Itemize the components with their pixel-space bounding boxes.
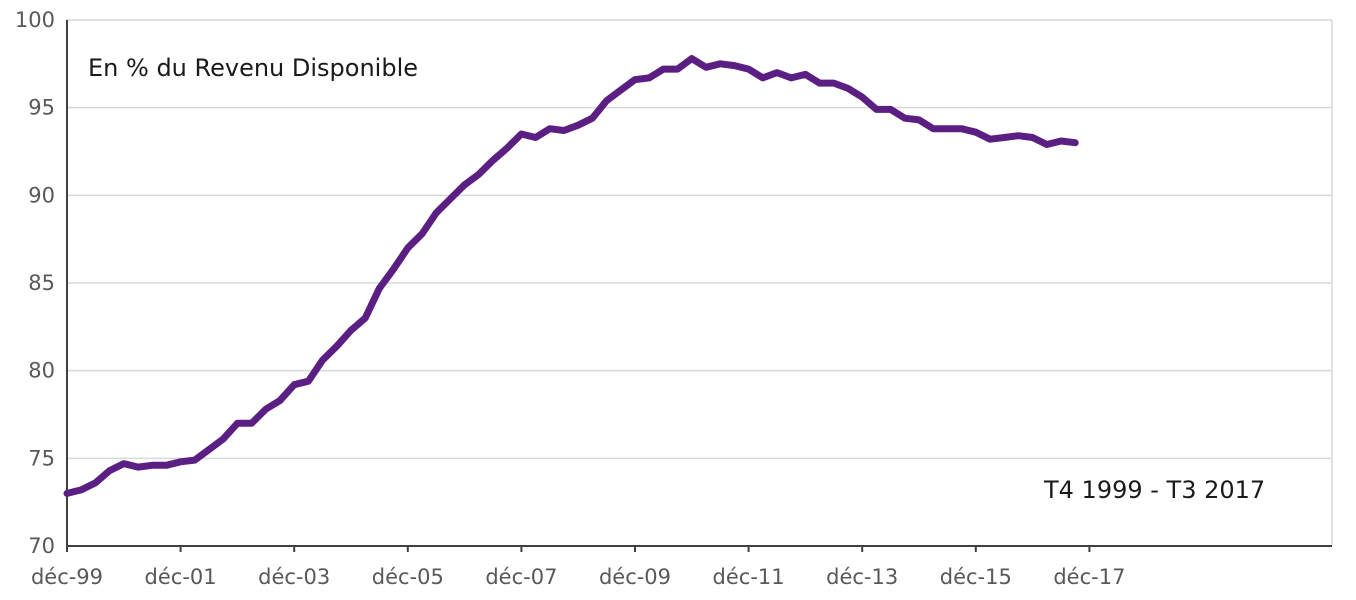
y-tick-label: 80 <box>28 359 55 383</box>
x-tick-label: déc-07 <box>485 565 557 589</box>
x-axis-ticks: déc-99 déc-01 déc-03 déc-05 déc-07 déc-09 déc-… <box>31 546 1125 589</box>
y-tick-label: 100 <box>15 8 55 32</box>
x-tick-label: déc-17 <box>1053 565 1125 589</box>
y-tick-label: 75 <box>28 446 55 470</box>
x-tick-label: déc-01 <box>145 565 217 589</box>
x-tick-label: déc-99 <box>31 565 103 589</box>
x-tick-label: déc-05 <box>372 565 444 589</box>
axes <box>66 20 1332 547</box>
y-tick-label: 70 <box>28 534 55 558</box>
gridlines <box>67 19 1333 546</box>
y-axis-ticks: 70 75 80 85 90 95 100 <box>15 8 55 558</box>
x-tick-label: déc-03 <box>258 565 330 589</box>
y-tick-label: 85 <box>28 271 55 295</box>
y-tick-label: 90 <box>28 183 55 207</box>
series-line-0 <box>63 55 1079 497</box>
period-note: T4 1999 - T3 2017 <box>1043 476 1265 504</box>
x-tick-label: déc-15 <box>940 565 1012 589</box>
x-tick-label: déc-11 <box>713 565 785 589</box>
series-layer <box>63 55 1079 497</box>
x-tick-label: déc-09 <box>599 565 671 589</box>
y-tick-label: 95 <box>28 96 55 120</box>
unit-note: En % du Revenu Disponible <box>88 54 418 82</box>
x-tick-label: déc-13 <box>826 565 898 589</box>
